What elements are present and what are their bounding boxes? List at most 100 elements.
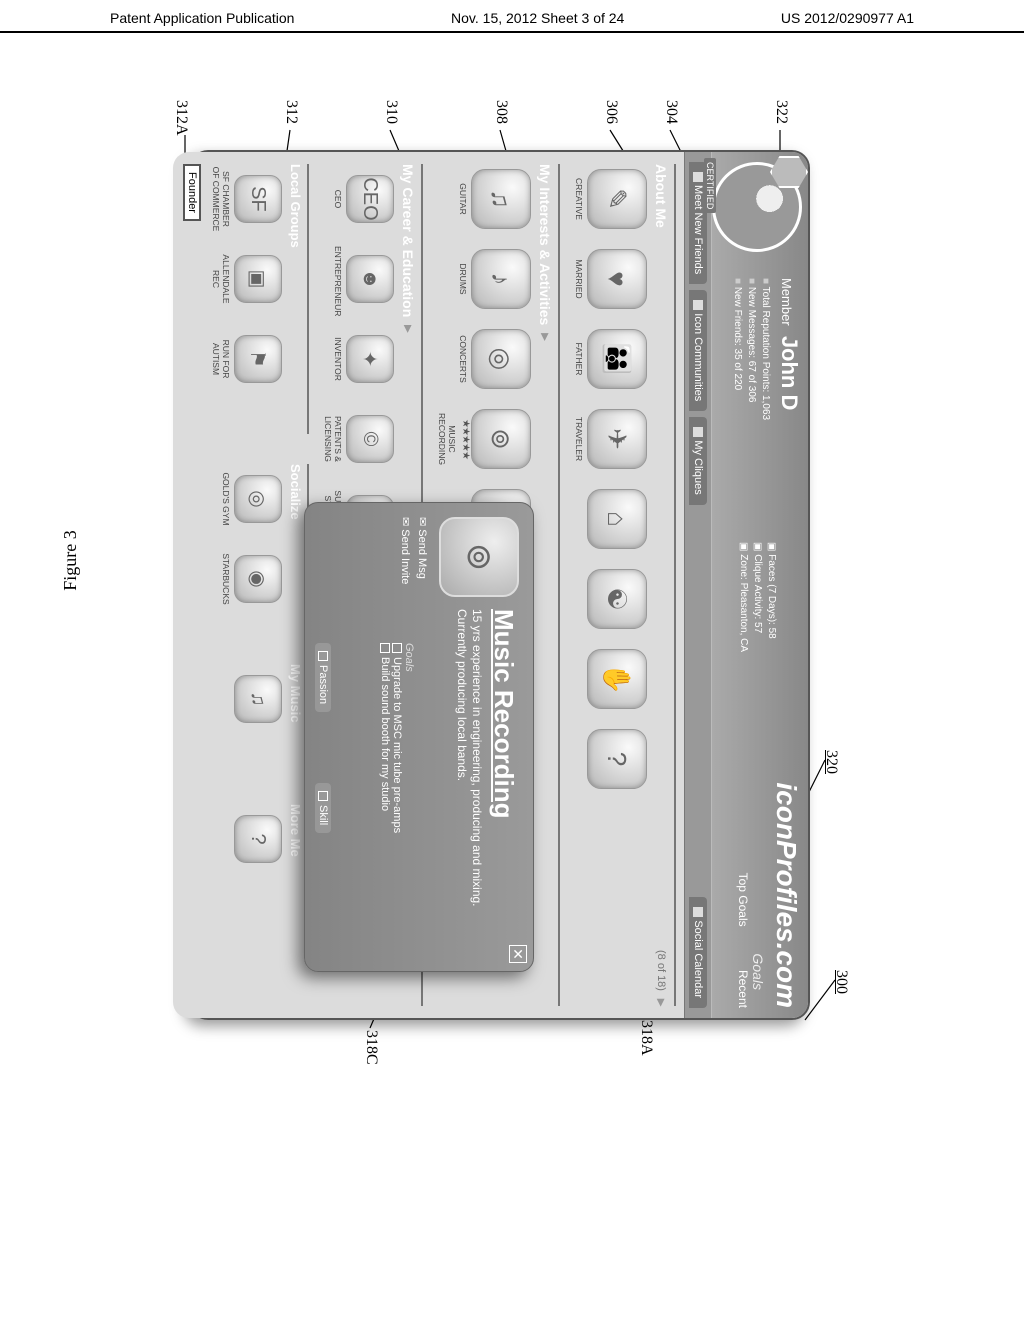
tile[interactable]: ☻ENTREPRENEUR xyxy=(323,246,394,312)
tile-icon: ✋ xyxy=(587,649,647,709)
content: About Me (8 of 18) ▸ ✎CREATIVE♥MARRIED👪F… xyxy=(173,152,684,1018)
tile[interactable]: ♥MARRIED xyxy=(574,246,647,312)
mymusic-row: ♫ xyxy=(225,664,288,774)
goals-row: Goals Top Goals Recent xyxy=(736,782,766,1008)
ref-318a: 318A xyxy=(637,1020,655,1056)
tile-icon: ✦ xyxy=(346,335,394,383)
tile-label: DRUMS xyxy=(458,246,468,312)
socialize-row: ◎GOLD'S GYM ◉STARBUCKS xyxy=(215,464,288,634)
tab-social-calendar[interactable]: Social Calendar xyxy=(689,897,707,1008)
tile[interactable]: ✦INVENTOR xyxy=(323,326,394,392)
tile-icon: CEO xyxy=(346,175,394,223)
ref-318c: 318C xyxy=(362,1030,380,1065)
interests-title: My Interests & Activities xyxy=(538,164,554,325)
tile[interactable]: ◎GOLD'S GYM xyxy=(221,466,282,532)
top-goals[interactable]: Top Goals xyxy=(736,873,750,927)
local-row: SFSF CHAMBER OF COMMERCE ▣ALLENDALE REC ⚑R… xyxy=(205,164,288,434)
tile-icon: ✈ xyxy=(587,409,647,469)
tile[interactable]: ♫GUITAR xyxy=(437,166,531,232)
tile-icon: 👪 xyxy=(587,329,647,389)
tile[interactable]: SFSF CHAMBER OF COMMERCE xyxy=(211,166,282,232)
popup-goals-label: Goals xyxy=(403,643,415,833)
tile[interactable]: ? xyxy=(231,806,282,872)
tile-icon: ⚑ xyxy=(234,335,282,383)
stat-clique: Clique Activity: 57 xyxy=(750,542,764,652)
tile[interactable]: ▣ALLENDALE REC xyxy=(211,246,282,312)
tile-icon: ◎ xyxy=(234,475,282,523)
certified-label: CERTIFIED xyxy=(704,158,716,213)
tile-label: CONCERTS xyxy=(458,326,468,392)
popup-goal-1: Upgrade to MSC mic tube pre-amps xyxy=(391,643,403,833)
stat-zone: Zone: Pleasanton, CA xyxy=(736,542,750,652)
local-title: Local Groups xyxy=(288,164,309,434)
tile[interactable]: ©PATENTS & LICENSING xyxy=(323,406,394,472)
tile-icon: ⌂ xyxy=(587,489,647,549)
tile[interactable]: ✋ xyxy=(574,646,647,712)
profile-card: CERTIFIED Member John D Total Reputation… xyxy=(190,150,810,1020)
founder-badge: Founder xyxy=(183,164,201,221)
figure-wrap: Figure 3 300 320 322 304 306 308 310 312… xyxy=(110,60,910,1110)
tile[interactable]: ⚑RUN FOR AUTISM xyxy=(211,326,282,392)
popup-music-recording: ✕ ⊚ Music Recording 15 yrs experience in… xyxy=(304,502,534,972)
col-my-music: My Music ♫ xyxy=(183,664,309,774)
chevron-down-icon[interactable]: ▸ xyxy=(653,999,670,1006)
tile-icon: © xyxy=(346,415,394,463)
tile-label: PATENTS & LICENSING xyxy=(323,406,343,472)
recent-goals[interactable]: Recent xyxy=(736,970,750,1008)
avatar-block: CERTIFIED xyxy=(712,162,802,272)
tile-icon: ♥ xyxy=(587,249,647,309)
passion-tag[interactable]: Passion xyxy=(315,643,331,712)
tile-icon: ◉ xyxy=(234,555,282,603)
member-name-value: John D xyxy=(777,336,802,411)
tab-icon-communities[interactable]: Icon Communities xyxy=(689,290,707,411)
col-more-me: More Me ? xyxy=(183,804,309,914)
tile[interactable]: 👪FATHER xyxy=(574,326,647,392)
chevron-down-icon[interactable]: ▸ xyxy=(400,325,417,332)
goals-header: Goals xyxy=(750,953,766,990)
tile-label: GUITAR xyxy=(458,166,468,232)
tile-label: RUN FOR AUTISM xyxy=(211,326,231,392)
popup-goals: Goals Upgrade to MSC mic tube pre-amps B… xyxy=(379,643,415,833)
tile-icon: ⊚ xyxy=(471,409,531,469)
col-local-groups: Local Groups SFSF CHAMBER OF COMMERCE ▣AL… xyxy=(183,164,309,434)
tile[interactable]: ♪DRUMS xyxy=(437,246,531,312)
tile-icon: ♫ xyxy=(234,675,282,723)
ref-306: 306 xyxy=(602,100,620,124)
close-icon[interactable]: ✕ xyxy=(509,945,527,963)
tile-label: STARBUCKS xyxy=(221,546,231,612)
tile[interactable]: ⊚★★★★★MUSIC RECORDING xyxy=(437,406,531,472)
tile[interactable]: ◎CONCERTS xyxy=(437,326,531,392)
pub-left: Patent Application Publication xyxy=(110,10,294,26)
tile[interactable]: ♫ xyxy=(231,666,282,732)
tile[interactable]: ☯ xyxy=(574,566,647,632)
figure-label: Figure 3 xyxy=(60,530,81,591)
tile-icon: ☻ xyxy=(346,255,394,303)
member-col: Member John D Total Reputation Points: 1… xyxy=(730,272,802,542)
logo-col: iconProfiles.com Goals Top Goals Recent xyxy=(736,782,802,1008)
tile[interactable]: ✎CREATIVE xyxy=(574,166,647,232)
tile-icon: ▣ xyxy=(234,255,282,303)
rotated-figure: 300 320 322 304 306 308 310 312 312A 314… xyxy=(110,60,910,1110)
tile-icon: ☯ xyxy=(587,569,647,629)
page-header: Patent Application Publication Nov. 15, … xyxy=(0,0,1024,33)
section-about: About Me (8 of 18) ▸ ✎CREATIVE♥MARRIED👪F… xyxy=(568,164,676,1006)
stat-rep: Total Reputation Points: 1,063 xyxy=(758,278,772,542)
send-msg-button[interactable]: Send Msg xyxy=(414,517,431,957)
stat-list: Total Reputation Points: 1,063 New Messa… xyxy=(730,278,772,542)
career-title: My Career & Education xyxy=(401,164,417,317)
site-logo: iconProfiles.com xyxy=(770,782,802,1008)
skill-tag[interactable]: Skill xyxy=(315,783,331,833)
tile-label: MUSIC RECORDING xyxy=(437,406,457,472)
tile-label: ALLENDALE REC xyxy=(211,246,231,312)
tab-my-cliques[interactable]: My Cliques xyxy=(689,417,707,504)
tile[interactable]: CEOCEO xyxy=(323,166,394,232)
tile[interactable]: ⌂ xyxy=(574,486,647,552)
tile[interactable]: ✈TRAVELER xyxy=(574,406,647,472)
tile[interactable]: ? xyxy=(574,726,647,792)
tile-stars: ★★★★★ xyxy=(460,406,471,472)
tile-label: GOLD'S GYM xyxy=(221,466,231,532)
tile[interactable]: ◉STARBUCKS xyxy=(221,546,282,612)
tile-label: ENTREPRENEUR xyxy=(333,246,343,312)
nav-row: Meet New Friends Icon Communities My Cli… xyxy=(684,152,712,1018)
chevron-down-icon[interactable]: ▸ xyxy=(537,333,554,340)
